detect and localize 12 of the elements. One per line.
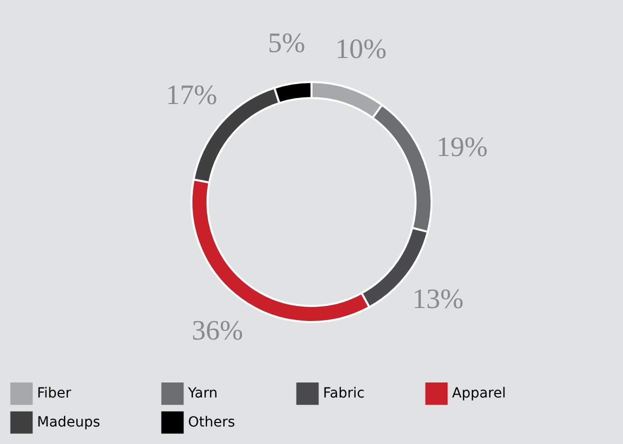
legend-label: Apparel (452, 386, 506, 402)
data-label: 10% (335, 34, 387, 65)
data-label: 17% (166, 80, 218, 112)
legend-label: Fiber (37, 386, 72, 402)
legend-label: Others (188, 414, 236, 430)
legend-label: Yarn (187, 386, 218, 402)
data-label: 13% (412, 284, 464, 316)
legend-label: Madeups (37, 414, 100, 430)
legend-label: Fabric (323, 386, 365, 402)
data-label: 19% (436, 132, 488, 163)
data-label: 36% (192, 315, 244, 346)
data-label: 5% (268, 28, 306, 59)
